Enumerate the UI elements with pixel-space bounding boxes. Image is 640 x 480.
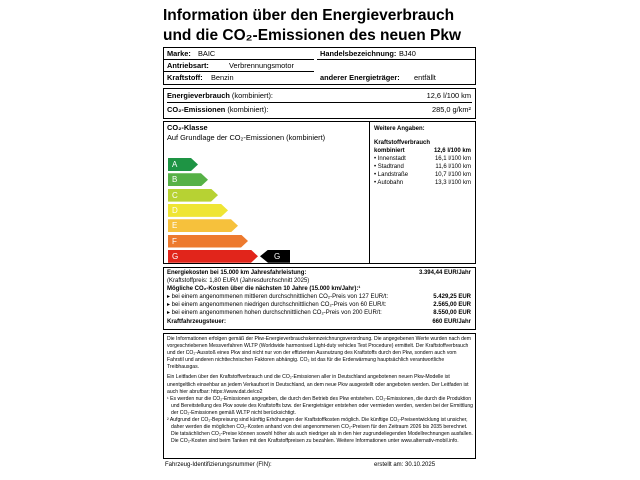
row: Energieverbrauch (kombiniert):	[167, 91, 273, 100]
value: BJ40	[399, 49, 416, 58]
rule	[317, 59, 475, 60]
label: • Stadtrand	[374, 164, 404, 170]
value: 3.394,44 EUR/Jahr	[418, 270, 471, 276]
label: ▸ bei einem angenommenen mittleren durch…	[167, 294, 389, 300]
note: ² Aufgrund der CO₂-Bepreisung sind künft…	[167, 417, 473, 445]
label: Energiekosten bei 15.000 km Jahresfahrle…	[167, 270, 307, 276]
class-subtitle: Auf Grundlage der CO₂-Emissionen (kombin…	[167, 133, 326, 142]
notes: Die Informationen erfolgen gemäß der Pkw…	[167, 336, 473, 445]
label: • Innenstadt	[374, 156, 406, 162]
row: CO₂-Emissionen (kombiniert):	[167, 105, 268, 114]
label: CO₂-Emissionen	[167, 105, 226, 114]
vehicle-box: Marke: BAIC Handelsbezeichnung: BJ40 Ant…	[163, 47, 476, 85]
class-bar: A	[168, 158, 198, 171]
title: Information über den Energieverbrauch un…	[163, 6, 461, 46]
value: 12,6 l/100 km	[433, 148, 471, 154]
value: 10,7 l/100 km	[434, 172, 471, 178]
vin-label: Fahrzeug-Identifizierungsnummer (FIN):	[165, 462, 272, 468]
label: ▸ bei einem angenommenen niedrigen durch…	[167, 302, 387, 308]
consumption-box: Energieverbrauch (kombiniert): 12,6 l/10…	[163, 88, 476, 119]
note: Ein Leitfaden über den Kraftstoffverbrau…	[167, 374, 469, 395]
title-line: Information über den Energieverbrauch	[163, 7, 455, 24]
label: Energieverbrauch	[167, 91, 230, 100]
value: Benzin	[211, 73, 234, 82]
divider	[369, 122, 370, 263]
title-line: und die CO₂-Emissionen des neuen Pkw	[163, 27, 461, 44]
value: 8.550,00 EUR	[433, 310, 471, 316]
value: 660 EUR/Jahr	[432, 319, 471, 325]
value: BAIC	[198, 49, 216, 58]
label: • Landstraße	[374, 172, 409, 178]
class-title: CO₂-Klasse	[167, 123, 208, 132]
note: Die Informationen erfolgen gemäß der Pkw…	[167, 336, 472, 371]
value: 13,3 l/100 km	[434, 180, 471, 186]
label: kombiniert	[374, 148, 405, 154]
rule	[167, 102, 472, 103]
class-bar: B	[168, 173, 208, 186]
value: 16,1 l/100 km	[434, 156, 471, 162]
class-bar: D	[168, 204, 228, 217]
class-bar: E	[168, 219, 238, 232]
value: 11,6 l/100 km	[435, 164, 471, 170]
class-bar: F	[168, 235, 248, 248]
value: 285,0 g/km²	[431, 105, 471, 114]
label: • Autobahn	[374, 180, 404, 186]
created: erstellt am: 30.10.2025	[374, 462, 436, 468]
value: 2.565,00 EUR	[433, 302, 471, 308]
co2-cost-title: Mögliche CO₂-Kosten über die nächsten 10…	[167, 286, 361, 292]
co2-box: CO₂-Klasse Auf Grundlage der CO₂-Emissio…	[163, 121, 476, 264]
label: ▸ bei einem angenommenen hohen durchschn…	[167, 310, 382, 316]
value: Verbrennungsmotor	[229, 61, 294, 70]
costs-box: Energiekosten bei 15.000 km Jahresfahrle…	[163, 267, 476, 330]
rule	[164, 59, 314, 60]
further-title: Weitere Angaben:	[374, 126, 425, 132]
label: Marke:	[167, 49, 191, 58]
rule	[164, 71, 314, 72]
label: Handelsbezeichnung:	[320, 49, 397, 58]
further-subtitle: Kraftstoffverbrauch	[374, 140, 431, 146]
label: anderer Energieträger:	[320, 73, 400, 82]
qualifier: (kombiniert):	[231, 91, 273, 100]
fuel-price: (Kraftstoffpreis: 1,80 EUR/l (Jahresdurc…	[167, 278, 310, 284]
qualifier: (kombiniert):	[227, 105, 269, 114]
class-marker: G	[260, 249, 290, 263]
label: Kraftstoff:	[167, 73, 203, 82]
class-bar: C	[168, 189, 218, 202]
notes-box: Die Informationen erfolgen gemäß der Pkw…	[163, 333, 476, 459]
label: Kraftfahrzeugsteuer:	[167, 319, 227, 325]
value: 5.429,25 EUR	[433, 294, 471, 300]
value: entfällt	[414, 73, 436, 82]
label: Antriebsart:	[167, 61, 209, 70]
class-bar: G	[168, 250, 258, 263]
note: ¹ Es werden nur die CO₂-Emissionen angeg…	[167, 395, 474, 416]
value: 12,6 l/100 km	[426, 91, 471, 100]
